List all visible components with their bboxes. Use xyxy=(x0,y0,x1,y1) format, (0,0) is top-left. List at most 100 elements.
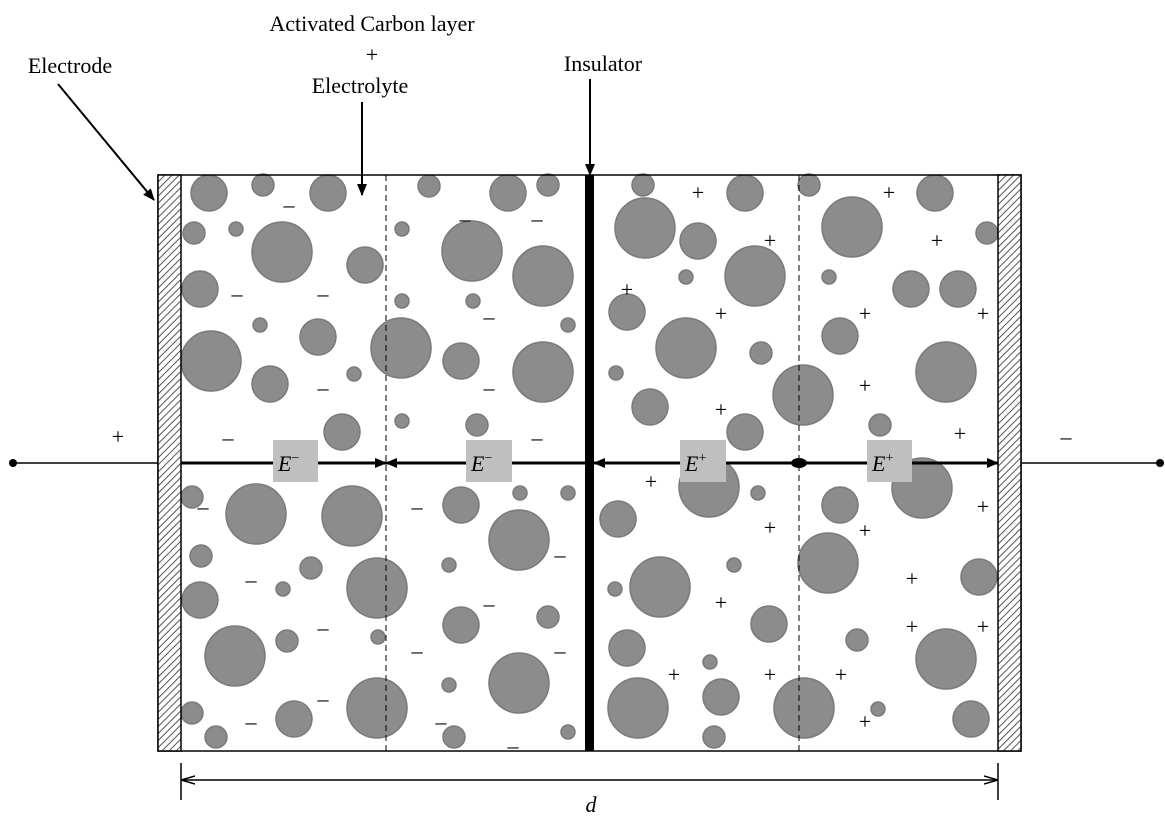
particle xyxy=(441,677,457,693)
negative-charge: – xyxy=(459,206,472,231)
particle xyxy=(442,486,480,524)
field-sign: − xyxy=(484,451,492,466)
positive-charge: + xyxy=(715,301,727,326)
particle xyxy=(749,341,773,365)
negative-charge: – xyxy=(222,425,235,450)
particle xyxy=(939,270,977,308)
particle xyxy=(631,173,655,197)
particle xyxy=(488,652,550,714)
particle xyxy=(323,413,361,451)
electrode-label: Electrode xyxy=(28,53,112,78)
positive-charge: + xyxy=(883,180,895,205)
field-label-box xyxy=(680,440,726,482)
particle xyxy=(228,221,244,237)
particle xyxy=(607,581,623,597)
particle xyxy=(190,174,228,212)
particle xyxy=(512,485,528,501)
particle xyxy=(750,485,766,501)
negative-charge: – xyxy=(245,567,258,592)
particle xyxy=(608,365,624,381)
particle xyxy=(536,605,560,629)
particle xyxy=(204,625,266,687)
particle xyxy=(631,388,669,426)
particle xyxy=(629,556,691,618)
particle xyxy=(488,509,550,571)
particle xyxy=(726,413,764,451)
insulator xyxy=(585,175,594,751)
particle xyxy=(773,677,835,739)
particle xyxy=(299,318,337,356)
callout-arrow xyxy=(57,83,155,201)
particle xyxy=(702,678,740,716)
particle xyxy=(189,544,213,568)
negative-charge: – xyxy=(411,638,424,663)
positive-charge: + xyxy=(906,566,918,591)
carbon-particles xyxy=(180,173,999,749)
particle xyxy=(952,700,990,738)
particle xyxy=(251,221,313,283)
particle xyxy=(465,293,481,309)
particle xyxy=(275,581,291,597)
left-electrode xyxy=(157,174,182,752)
positive-charge: + xyxy=(977,614,989,639)
particle xyxy=(441,220,503,282)
positive-charge: + xyxy=(859,709,871,734)
particle xyxy=(394,221,410,237)
particle xyxy=(608,629,646,667)
layer-label: Activated Carbon layer xyxy=(269,11,475,36)
field-label-box xyxy=(867,440,912,482)
terminal-sign: – xyxy=(1060,424,1073,449)
positive-charge: + xyxy=(977,494,989,519)
particle xyxy=(181,270,219,308)
field-label: E− xyxy=(470,451,492,476)
particle xyxy=(614,197,676,259)
particle xyxy=(560,485,576,501)
right-electrode xyxy=(997,174,1022,752)
particle xyxy=(797,532,859,594)
positive-charge: + xyxy=(668,662,680,687)
positive-charge: + xyxy=(954,421,966,446)
particle xyxy=(915,628,977,690)
positive-charge: + xyxy=(835,662,847,687)
negative-charge: – xyxy=(197,494,210,519)
particle xyxy=(960,558,998,596)
particle xyxy=(702,725,726,749)
negative-charge: – xyxy=(483,375,496,400)
positive-charge: + xyxy=(906,614,918,639)
particle xyxy=(975,221,999,245)
particle xyxy=(442,606,480,644)
particle xyxy=(465,413,489,437)
field-label: E− xyxy=(277,451,299,476)
positive-charge: + xyxy=(715,590,727,615)
particle xyxy=(702,654,718,670)
particle xyxy=(309,174,347,212)
negative-charge: – xyxy=(507,733,520,758)
particle xyxy=(607,677,669,739)
negative-charge: – xyxy=(317,281,330,306)
particle xyxy=(442,725,466,749)
negative-charge: – xyxy=(411,494,424,519)
particle xyxy=(417,174,441,198)
negative-charge: – xyxy=(283,192,296,217)
field-label-box xyxy=(273,440,318,482)
particle xyxy=(275,700,313,738)
field-symbol: E xyxy=(470,451,485,476)
particle xyxy=(394,293,410,309)
particle xyxy=(560,317,576,333)
particle xyxy=(750,605,788,643)
junction xyxy=(791,458,807,468)
positive-charge: + xyxy=(715,397,727,422)
particle xyxy=(180,330,242,392)
particle xyxy=(536,173,560,197)
particle xyxy=(868,413,892,437)
field-symbol: E xyxy=(871,451,886,476)
positive-charge: + xyxy=(764,662,776,687)
negative-charge: – xyxy=(531,206,544,231)
particle xyxy=(915,341,977,403)
particle xyxy=(821,486,859,524)
particle xyxy=(370,317,432,379)
particle xyxy=(225,483,287,545)
negative-charge: – xyxy=(317,686,330,711)
particle xyxy=(726,557,742,573)
particle xyxy=(442,342,480,380)
